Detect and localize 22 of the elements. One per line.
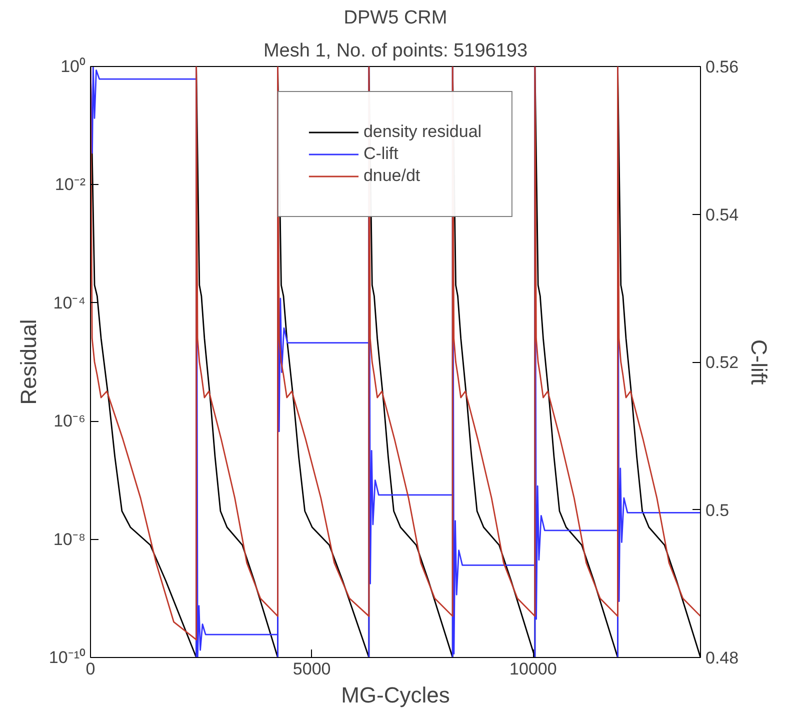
y2-tick-label: 0.5 [706,500,730,520]
chart-title: DPW5 CRM [344,8,448,28]
x-tick-label: 0 [86,660,96,678]
x-tick-label: 5000 [292,660,331,678]
legend-label: density residual [363,122,482,142]
y-tick-label: 10⁻⁴ [53,293,86,312]
y2-tick-label: 0.56 [706,58,739,76]
y2-axis-title: C-lift [746,339,772,385]
y-axis-title: Residual [16,319,41,405]
y-tick-label: 10⁰ [60,57,86,76]
y2-tick-label: 0.54 [706,205,739,224]
y-tick-label: 10⁻¹⁰ [48,648,86,667]
y-tick-label: 10⁻⁸ [53,530,86,549]
y2-tick-label: 0.52 [706,353,739,372]
y-tick-label: 10⁻² [54,175,86,194]
y2-tick-label: 0.48 [706,648,739,668]
legend-label: C-lift [363,144,398,164]
chart-subtitle: Mesh 1, No. of points: 5196193 [263,40,528,62]
legend-label: dnue/dt [363,166,420,186]
y-tick-label: 10⁻⁶ [54,412,86,431]
x-axis-title: MG-Cycles [341,682,450,708]
x-tick-label: 10000 [510,660,557,678]
